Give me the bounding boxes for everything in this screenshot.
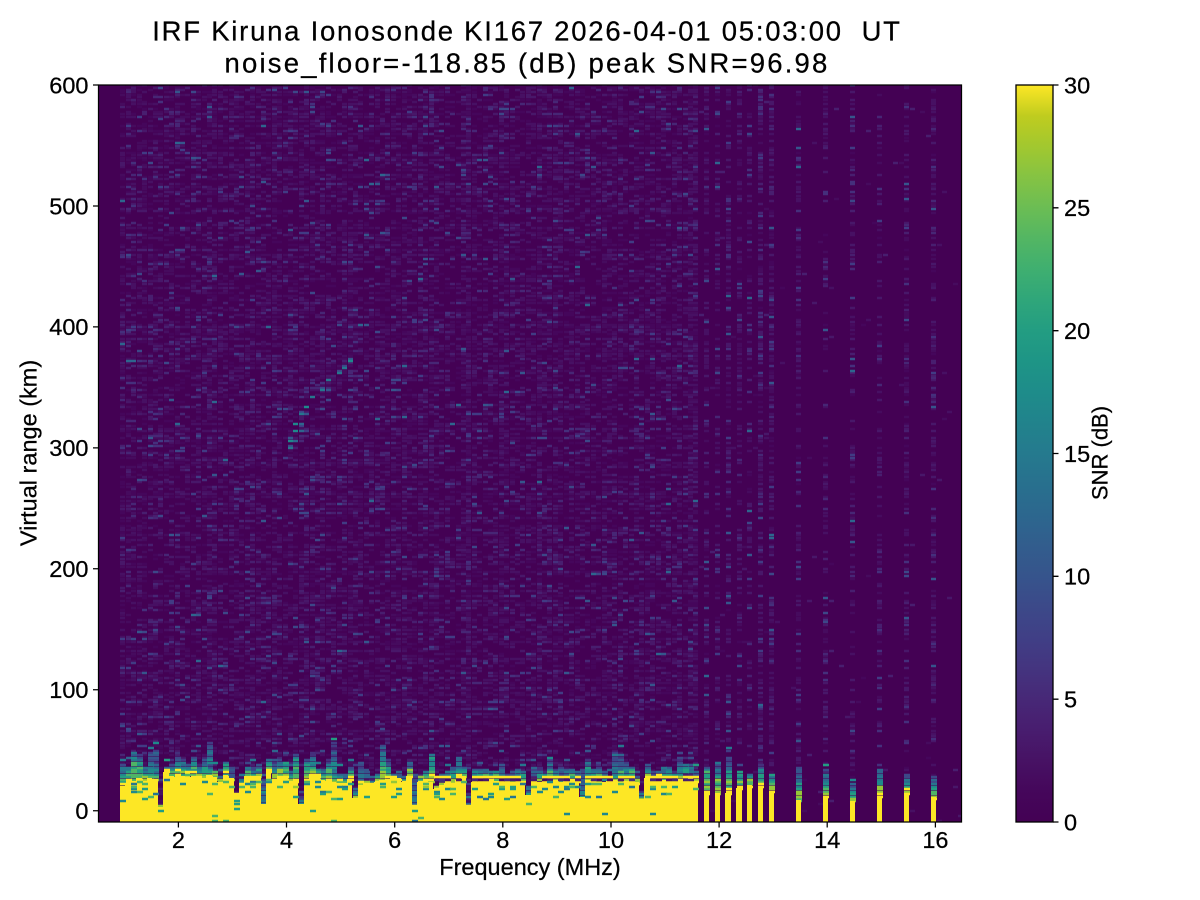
svg-text:16: 16 [922,827,948,853]
svg-text:noise_floor=-118.85 (dB) peak: noise_floor=-118.85 (dB) peak SNR=96.98 [224,48,829,79]
svg-text:25: 25 [1064,195,1090,221]
svg-text:30: 30 [1064,72,1090,98]
svg-text:2: 2 [172,827,185,853]
svg-text:500: 500 [49,193,88,219]
svg-text:8: 8 [496,827,509,853]
svg-text:10: 10 [598,827,624,853]
svg-text:6: 6 [388,827,401,853]
svg-text:100: 100 [49,677,88,703]
svg-text:0: 0 [75,798,88,824]
svg-text:15: 15 [1064,441,1090,467]
svg-text:200: 200 [49,556,88,582]
svg-text:Virtual range (km): Virtual range (km) [16,360,42,546]
svg-text:5: 5 [1064,687,1077,713]
svg-text:0: 0 [1064,809,1077,835]
svg-text:Frequency (MHz): Frequency (MHz) [439,854,621,880]
svg-text:400: 400 [49,314,88,340]
svg-text:4: 4 [280,827,293,853]
svg-text:IRF Kiruna Ionosonde KI167 202: IRF Kiruna Ionosonde KI167 2026-04-01 05… [152,16,901,47]
svg-text:600: 600 [49,72,88,98]
svg-text:12: 12 [706,827,732,853]
svg-text:10: 10 [1064,564,1090,590]
svg-text:SNR (dB): SNR (dB) [1088,406,1113,500]
svg-text:14: 14 [814,827,840,853]
svg-text:300: 300 [49,435,88,461]
svg-text:20: 20 [1064,318,1090,344]
